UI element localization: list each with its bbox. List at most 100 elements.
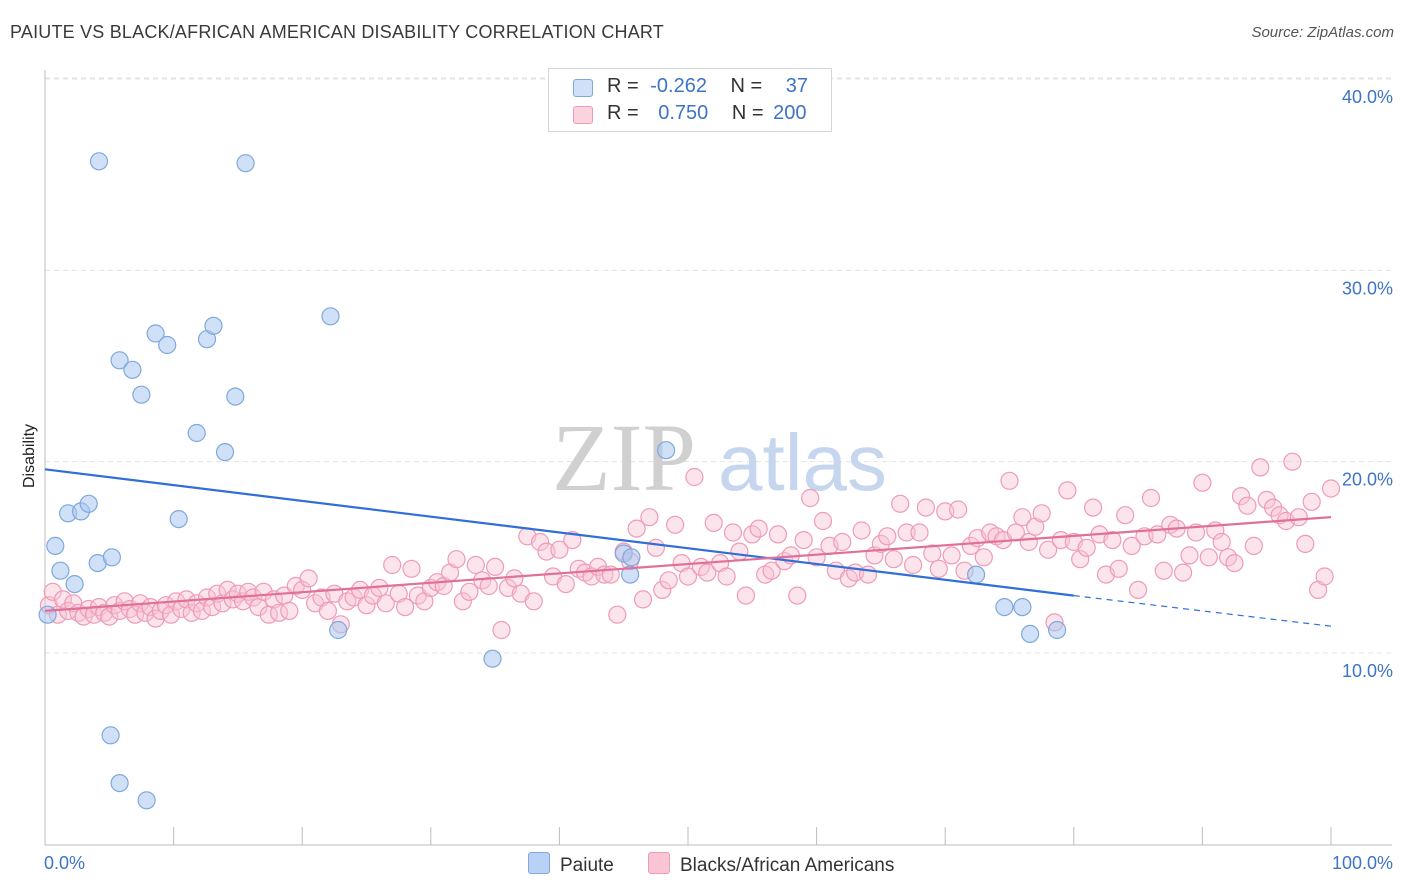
data-point (1013, 597, 1032, 617)
y-tick-label: 30.0% (1342, 278, 1393, 298)
data-point (1083, 498, 1103, 517)
data-point (376, 594, 395, 613)
data-point (1244, 536, 1263, 556)
data-point (608, 605, 627, 624)
data-point (187, 423, 206, 443)
watermark-zip: ZIP (552, 404, 696, 511)
data-point (659, 571, 678, 590)
source-label: Source: ZipAtlas.com (1251, 24, 1394, 41)
legend-r-label: R = (607, 75, 639, 97)
data-point (995, 597, 1014, 617)
data-point (1263, 498, 1283, 517)
chart-title: PAIUTE VS BLACK/AFRICAN AMERICAN DISABIL… (10, 22, 665, 42)
data-point (244, 588, 263, 607)
data-point (656, 441, 676, 460)
data-point (910, 523, 929, 542)
data-point (299, 569, 318, 588)
data-point (43, 582, 62, 601)
data-point (79, 494, 98, 513)
data-point (169, 509, 188, 529)
data-point (1013, 508, 1032, 527)
correlation-legend: R = -0.262 N = 37 R = 0.750 N = 200 (548, 68, 832, 132)
data-point (357, 596, 376, 615)
data-point (1289, 508, 1308, 527)
data-point (383, 555, 402, 575)
data-point (293, 580, 312, 600)
data-point (524, 592, 543, 611)
trend-line-paiute (44, 468, 1074, 597)
points-layer (38, 152, 1341, 810)
data-point (1212, 532, 1231, 552)
legend-text-black: R = 0.750 N = 200 (607, 102, 807, 125)
data-point (768, 525, 788, 544)
data-point (1173, 563, 1193, 582)
series-legend-paiute: Paiute (528, 852, 614, 877)
data-point (146, 324, 165, 343)
data-point (402, 559, 421, 578)
data-point (1251, 458, 1270, 477)
data-point (53, 590, 73, 609)
data-point (329, 620, 348, 640)
data-point (620, 565, 640, 584)
data-point (132, 385, 151, 404)
series-label-paiute: Paiute (560, 855, 614, 876)
data-point (530, 532, 550, 552)
data-point (123, 360, 142, 379)
data-point (749, 519, 768, 538)
data-point (447, 550, 466, 569)
data-point (794, 530, 813, 550)
data-point (942, 546, 961, 565)
data-point (923, 544, 942, 563)
data-point (492, 620, 511, 640)
data-point (1047, 620, 1067, 640)
legend-n-label: N = (731, 102, 764, 124)
data-point (453, 592, 472, 611)
data-point (1225, 553, 1244, 573)
trend-line-extension (1073, 595, 1332, 627)
data-point (948, 500, 968, 519)
data-point (813, 511, 833, 531)
data-point (556, 574, 575, 594)
trend-line-black (44, 516, 1332, 613)
data-point (226, 387, 245, 406)
data-point (46, 536, 65, 556)
data-point (807, 548, 826, 567)
data-point (640, 508, 659, 527)
legend-r-value: -0.262 (650, 75, 707, 97)
data-point (100, 607, 119, 626)
data-point (622, 548, 641, 567)
data-point (1103, 530, 1122, 550)
data-point (627, 519, 646, 538)
x-tick-label-start: 0.0% (44, 853, 85, 873)
data-point (1231, 487, 1251, 506)
data-point (871, 534, 891, 554)
legend-n-label: N = (730, 75, 763, 97)
data-point (1019, 532, 1038, 552)
data-point (852, 521, 871, 540)
series-label-black: Blacks/African Americans (680, 855, 895, 876)
data-point (1109, 559, 1128, 578)
data-point (736, 586, 756, 605)
data-point (704, 513, 723, 533)
data-point (38, 605, 57, 624)
series-legend: Paiute Blacks/African Americans (0, 852, 1406, 878)
legend-n-value: 37 (785, 75, 809, 97)
data-point (215, 443, 235, 462)
data-point (101, 726, 120, 745)
series-legend-black: Blacks/African Americans (648, 852, 894, 877)
data-point (685, 467, 704, 487)
data-point (89, 152, 109, 171)
data-point (788, 586, 807, 605)
data-point (891, 494, 910, 513)
data-point (460, 582, 479, 601)
data-point (966, 565, 986, 584)
data-point (1238, 496, 1257, 515)
data-point (801, 488, 820, 508)
data-point (1000, 471, 1019, 490)
data-point (1122, 536, 1141, 556)
data-point (1038, 540, 1058, 559)
data-point (1128, 580, 1148, 600)
legend-row-black: R = 0.750 N = 200 (549, 102, 831, 126)
y-axis-label: Disability (21, 424, 38, 488)
